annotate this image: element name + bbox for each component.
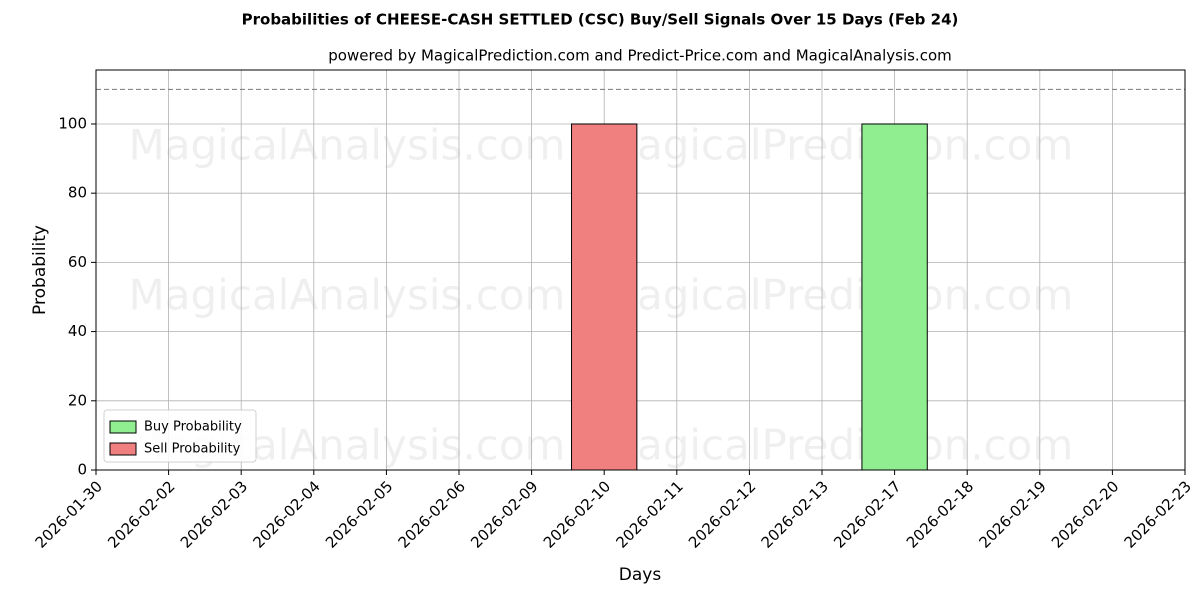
chart-title: Probabilities of CHEESE-CASH SETTLED (CS…	[242, 11, 959, 29]
y-tick-label: 80	[68, 184, 87, 202]
watermark: MagicalPrediction.com	[601, 121, 1074, 170]
x-tick-label: 2026-02-06	[395, 477, 469, 551]
x-tick-label: 2026-01-30	[32, 477, 106, 551]
x-tick-label: 2026-02-10	[540, 477, 614, 551]
x-tick-label: 2026-02-09	[467, 477, 541, 551]
legend-label: Sell Probability	[144, 442, 241, 457]
bar	[571, 123, 638, 471]
watermark: MagicalAnalysis.com	[129, 271, 566, 320]
legend-box	[103, 409, 257, 463]
x-tick-label: 2026-02-11	[612, 477, 686, 551]
x-axis-label: Days	[619, 565, 662, 585]
x-tick-label: 2026-02-13	[758, 477, 832, 551]
chart-subtitle: powered by MagicalPrediction.com and Pre…	[328, 47, 952, 65]
y-tick-label: 100	[58, 114, 87, 132]
watermark: MagicalPrediction.com	[601, 421, 1074, 470]
x-tick-label: 2026-02-05	[322, 477, 396, 551]
y-tick-label: 40	[68, 322, 87, 340]
x-tick-label: 2026-02-17	[830, 477, 904, 551]
y-tick-label: 20	[68, 391, 87, 409]
y-tick-label: 60	[68, 253, 87, 271]
x-tick-label: 2026-02-19	[975, 477, 1049, 551]
y-tick-label: 0	[77, 461, 87, 479]
x-tick-label: 2026-02-04	[249, 477, 323, 551]
plot-frame	[95, 69, 1186, 471]
x-tick-label: 2026-02-03	[177, 477, 251, 551]
x-tick-label: 2026-02-12	[685, 477, 759, 551]
watermark: MagicalPrediction.com	[601, 271, 1074, 320]
legend-swatch	[109, 420, 137, 434]
x-tick-label: 2026-02-23	[1121, 477, 1195, 551]
legend-swatch	[109, 442, 137, 456]
y-axis-label: Probability	[30, 225, 50, 315]
bar	[861, 123, 928, 471]
x-tick-label: 2026-02-18	[903, 477, 977, 551]
watermark: MagicalAnalysis.com	[129, 121, 566, 170]
x-tick-label: 2026-02-20	[1048, 477, 1122, 551]
x-tick-label: 2026-02-02	[104, 477, 178, 551]
legend-label: Buy Probability	[144, 420, 242, 435]
